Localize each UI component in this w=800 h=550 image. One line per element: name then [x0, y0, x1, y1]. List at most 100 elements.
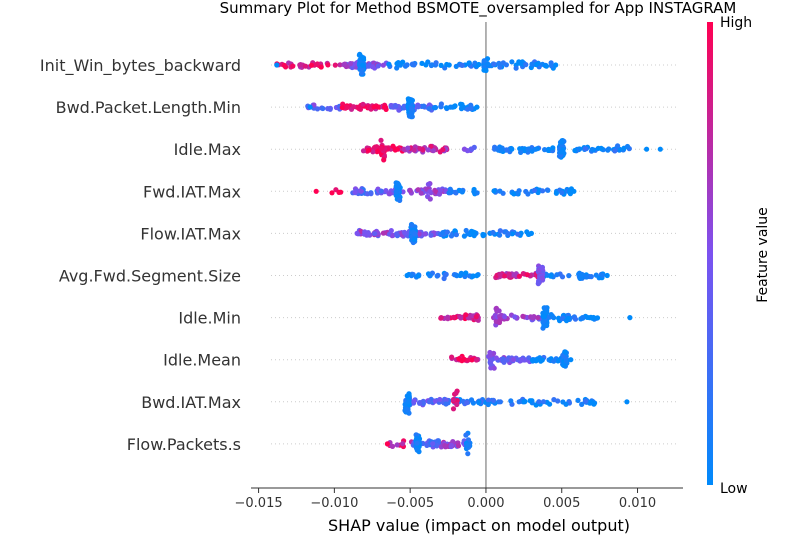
shap-point	[452, 189, 458, 195]
shap-point	[450, 396, 457, 403]
shap-point	[539, 265, 545, 272]
shap-point	[559, 274, 566, 280]
shap-point	[469, 357, 475, 363]
shap-point	[393, 103, 399, 109]
shap-point	[405, 145, 411, 151]
shap-point	[394, 231, 400, 237]
shap-point	[425, 181, 431, 187]
feature-points	[313, 180, 577, 203]
shap-point	[458, 270, 464, 276]
shap-point	[563, 318, 570, 324]
shap-point	[580, 315, 586, 321]
shap-point	[493, 355, 499, 361]
shap-point	[446, 190, 452, 196]
shap-point	[579, 401, 585, 407]
shap-point	[481, 67, 487, 73]
shap-point	[412, 231, 418, 237]
shap-point	[366, 147, 372, 153]
shap-point	[420, 147, 426, 153]
feature-label: Flow.IAT.Max	[140, 224, 241, 243]
shap-point	[509, 231, 515, 237]
shap-point	[432, 398, 438, 404]
shap-point	[519, 357, 525, 363]
shap-point	[359, 70, 365, 76]
shap-point	[448, 442, 454, 449]
shap-point	[540, 318, 547, 325]
shap-point	[405, 407, 411, 413]
feature-points	[384, 430, 473, 457]
shap-point	[437, 396, 443, 403]
shap-point	[332, 62, 338, 68]
shap-point	[583, 398, 589, 404]
shap-point	[344, 104, 350, 110]
feature-points	[449, 349, 574, 371]
shap-point	[510, 357, 516, 363]
shap-point	[352, 189, 358, 195]
shap-point	[356, 52, 362, 58]
shap-point	[274, 62, 280, 68]
shap-point	[583, 274, 590, 280]
shap-point	[513, 65, 519, 71]
shap-point	[470, 273, 476, 279]
shap-point	[525, 147, 531, 153]
shap-point	[553, 190, 560, 196]
x-tick-label: −0.015	[235, 496, 283, 511]
shap-point	[561, 362, 567, 368]
shap-point	[414, 435, 420, 441]
shap-point	[375, 63, 381, 69]
shap-point	[521, 399, 527, 405]
shap-point	[511, 191, 517, 197]
shap-point	[429, 62, 435, 68]
shap-point	[550, 145, 556, 151]
shap-point	[555, 398, 561, 404]
shap-point	[571, 188, 577, 194]
feature-row: Bwd.Packet.Length.Min	[56, 96, 678, 120]
shap-point	[627, 315, 633, 321]
shap-point	[329, 190, 335, 196]
shap-point	[381, 157, 387, 163]
shap-point	[406, 113, 413, 119]
shap-point	[459, 102, 465, 108]
shap-point	[491, 188, 497, 194]
shap-point	[416, 449, 422, 455]
shap-point	[474, 104, 480, 110]
shap-point	[314, 61, 320, 67]
shap-point	[448, 233, 455, 239]
shap-point	[497, 399, 503, 405]
shap-point	[443, 105, 449, 111]
shap-point	[463, 270, 469, 276]
feature-points	[438, 305, 633, 331]
shap-point	[378, 188, 384, 194]
shap-point	[509, 59, 515, 65]
shap-point	[440, 147, 446, 153]
shap-point	[472, 60, 478, 66]
shap-point	[501, 359, 507, 365]
shap-point	[485, 397, 492, 403]
feature-points	[402, 388, 630, 416]
shap-point	[497, 232, 503, 238]
shap-point	[371, 145, 377, 151]
shap-point	[440, 230, 446, 236]
shap-point	[427, 196, 433, 202]
shap-point	[394, 442, 400, 448]
shap-point	[535, 315, 541, 321]
shap-point	[415, 103, 422, 109]
shap-point	[320, 105, 326, 112]
feature-row: Bwd.IAT.Max	[141, 388, 678, 416]
shap-point	[371, 104, 377, 110]
shap-point	[624, 143, 631, 150]
shap-point	[351, 104, 357, 110]
shap-point	[446, 62, 452, 68]
shap-point	[422, 231, 428, 237]
x-tick-label: 0.000	[467, 496, 504, 511]
feature-row: Idle.Min	[178, 305, 678, 331]
shap-point	[342, 61, 348, 67]
shap-point	[430, 441, 436, 447]
shap-point	[461, 356, 467, 362]
shap-point	[426, 399, 432, 405]
shap-point	[544, 187, 551, 193]
shap-point	[392, 147, 398, 153]
shap-point	[415, 273, 421, 279]
shap-point	[469, 146, 475, 152]
shap-point	[572, 316, 579, 322]
